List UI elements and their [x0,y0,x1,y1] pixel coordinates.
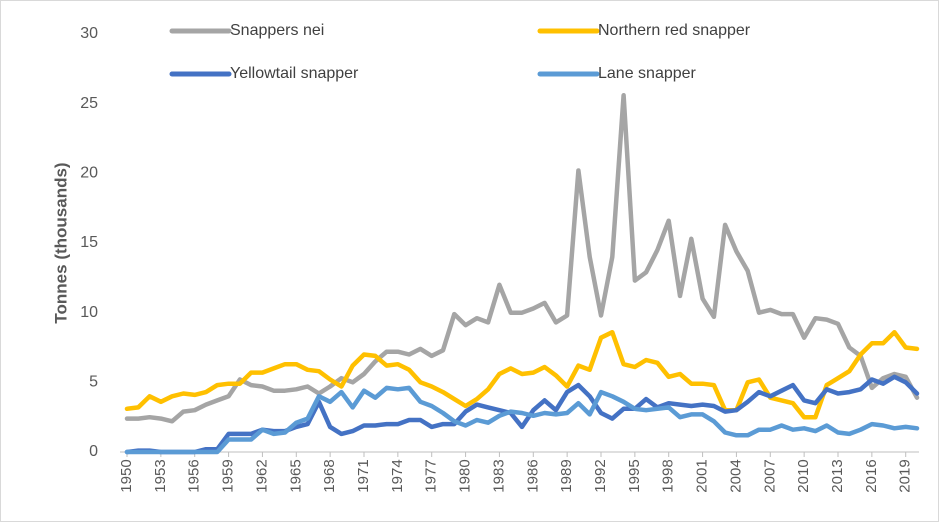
x-tick-label: 2016 [863,459,880,492]
y-tick-label: 5 [89,374,98,391]
x-tick-label: 1959 [220,459,237,492]
x-tick-label: 2001 [694,459,711,492]
x-tick-label: 1953 [152,459,169,492]
x-tick-label: 1995 [626,459,643,492]
x-tick-label: 1965 [287,459,304,492]
y-tick-label: 30 [80,25,98,42]
x-tick-label: 1950 [118,459,135,492]
y-tick-label: 0 [89,443,98,460]
series-line [124,329,920,420]
legend-label: Yellowtail snapper [230,65,359,82]
x-tick-label: 2004 [727,459,744,492]
x-tick-label: 1998 [660,459,677,492]
y-axis-label: Tonnes (thousands) [51,162,70,323]
y-tick-label: 10 [80,304,98,321]
x-tick-label: 1962 [253,459,270,492]
x-tick-label: 1992 [592,459,609,492]
x-tick-label: 1980 [457,459,474,492]
x-tick-label: 1968 [321,459,338,492]
x-tick-label: 1986 [524,459,541,492]
series-line [124,385,920,455]
y-tick-label: 15 [80,234,98,251]
legend: Snappers nei Northern red snapper Yellowta… [169,22,751,82]
legend-label: Lane snapper [598,65,697,82]
x-tick-label: 1977 [423,459,440,492]
series-line [124,93,920,424]
x-tick-label: 2019 [897,459,914,492]
y-tick-label: 20 [80,165,98,182]
x-tick-label: 2013 [829,459,846,492]
x-tick-label: 2007 [761,459,778,492]
x-tick-label: 1974 [389,459,406,492]
x-tick-label: 1989 [558,459,575,492]
x-tick-label: 1956 [186,459,203,492]
x-tick-label: 1971 [355,459,372,492]
x-tick-label: 2010 [795,459,812,492]
y-tick-label: 25 [80,95,98,112]
legend-label: Northern red snapper [598,22,751,39]
legend-label: Snappers nei [230,22,324,39]
x-tick-label: 1983 [490,459,507,492]
